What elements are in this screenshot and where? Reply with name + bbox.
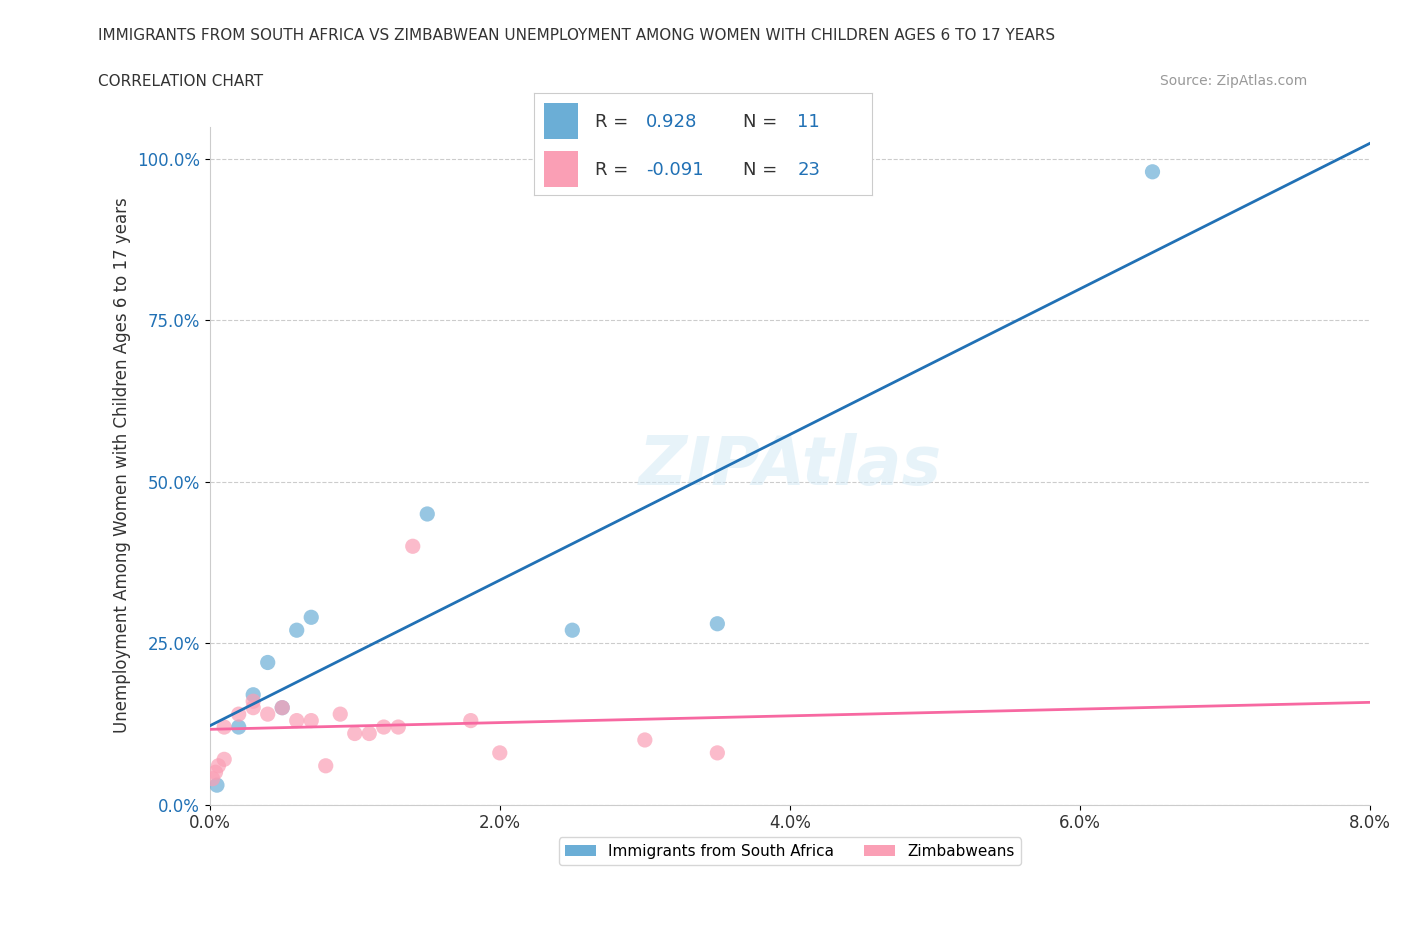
Text: CORRELATION CHART: CORRELATION CHART (98, 74, 263, 89)
Text: Source: ZipAtlas.com: Source: ZipAtlas.com (1160, 74, 1308, 88)
Point (212, 751, 235, 766)
Point (373, 720, 395, 735)
Point (242, 694, 264, 709)
Point (212, 720, 235, 735)
Point (285, 713, 308, 728)
Bar (544, 152, 578, 187)
Point (359, 726, 381, 741)
Text: N =: N = (744, 113, 783, 130)
Point (706, 617, 728, 631)
Point (271, 700, 294, 715)
Point (343, 726, 366, 741)
Legend: Immigrants from South Africa, Zimbabweans: Immigrants from South Africa, Zimbabwean… (560, 837, 1021, 865)
Text: 0.928: 0.928 (645, 113, 697, 130)
Text: 23: 23 (797, 161, 821, 179)
Point (207, 758, 229, 773)
Point (488, 746, 510, 761)
Point (299, 713, 322, 728)
Point (329, 707, 352, 722)
Point (271, 700, 294, 715)
Point (634, 733, 657, 748)
Point (299, 610, 322, 625)
Point (1142, 165, 1164, 179)
Bar (544, 103, 578, 139)
Text: R =: R = (595, 113, 634, 130)
Point (256, 655, 278, 670)
Point (387, 720, 409, 735)
Text: R =: R = (595, 161, 634, 179)
Y-axis label: Unemployment Among Women with Children Ages 6 to 17 years: Unemployment Among Women with Children A… (114, 198, 131, 734)
Point (706, 746, 728, 761)
Text: 11: 11 (797, 113, 820, 130)
Text: ZIPAtlas: ZIPAtlas (638, 432, 942, 498)
Point (205, 777, 228, 792)
Point (201, 771, 224, 786)
Text: -0.091: -0.091 (645, 161, 703, 179)
Point (256, 707, 278, 722)
Text: N =: N = (744, 161, 783, 179)
Point (242, 687, 264, 702)
Point (561, 623, 583, 638)
Point (460, 713, 482, 728)
Point (228, 707, 250, 722)
Point (402, 538, 425, 553)
Point (204, 764, 226, 779)
Point (416, 507, 439, 522)
Point (228, 720, 250, 735)
Point (285, 623, 308, 638)
Point (315, 758, 337, 773)
Text: IMMIGRANTS FROM SOUTH AFRICA VS ZIMBABWEAN UNEMPLOYMENT AMONG WOMEN WITH CHILDRE: IMMIGRANTS FROM SOUTH AFRICA VS ZIMBABWE… (98, 28, 1056, 43)
Point (242, 700, 264, 715)
